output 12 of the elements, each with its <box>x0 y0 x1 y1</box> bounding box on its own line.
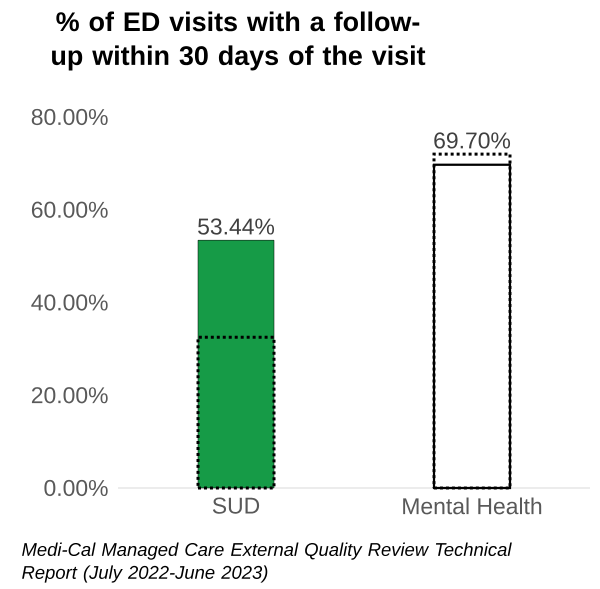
y-tick-label: 20.00% <box>32 387 108 404</box>
data-label: 69.70% <box>434 132 510 149</box>
y-tick-label: 40.00% <box>31 294 108 311</box>
text: Medi-Cal Managed Care External Quality Review Technical Report (July 2022-June 2023) <box>22 542 512 583</box>
y-tick-label: 80.00% <box>32 108 108 126</box>
x-tick-label: SUD <box>212 498 260 514</box>
y-tick-label: 0.00% <box>44 480 108 496</box>
data-label: 53.44% <box>198 218 274 235</box>
x-tick-label: Mental Health <box>403 498 542 514</box>
y-tick-label: 60.00% <box>32 202 108 218</box>
chart-title: % of ED visits with a follow-up within 30 days of the visit <box>52 12 426 70</box>
bar <box>198 240 274 488</box>
